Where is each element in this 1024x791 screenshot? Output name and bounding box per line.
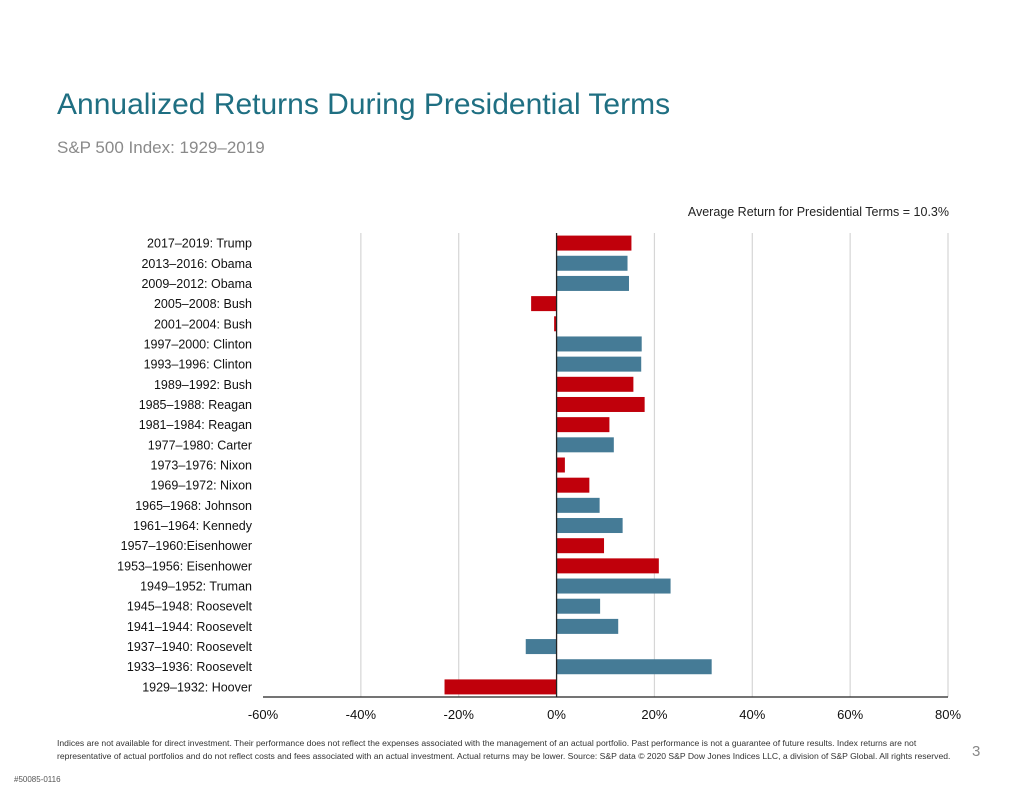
category-label-8: 1985–1988: Reagan (139, 398, 252, 412)
disclaimer-footnote: Indices are not available for direct inv… (57, 738, 951, 761)
bar-19 (556, 618, 619, 634)
bar-3 (531, 296, 557, 312)
document-id: #50085-0116 (14, 775, 61, 784)
category-label-12: 1969–1972: Nixon (151, 479, 253, 493)
x-tick-label-0: -60% (248, 707, 279, 722)
x-tick-label-3: 0% (547, 707, 566, 722)
chart-subtitle: S&P 500 Index: 1929–2019 (57, 138, 265, 157)
category-label-4: 2001–2004: Bush (154, 317, 252, 331)
bar-1 (556, 255, 628, 271)
category-label-11: 1973–1976: Nixon (151, 459, 253, 473)
x-tick-label-7: 80% (935, 707, 961, 722)
bar-22 (444, 679, 557, 695)
bar-7 (556, 376, 634, 392)
x-tick-label-1: -40% (346, 707, 377, 722)
category-label-2: 2009–2012: Obama (141, 277, 252, 291)
category-label-6: 1993–1996: Clinton (144, 358, 252, 372)
bar-8 (556, 396, 645, 412)
category-label-20: 1937–1940: Roosevelt (127, 640, 253, 654)
average-return-annotation: Average Return for Presidential Terms = … (687, 205, 949, 219)
bar-15 (556, 538, 605, 554)
category-label-1: 2013–2016: Obama (141, 257, 252, 271)
bar-10 (556, 437, 614, 453)
category-label-22: 1929–1932: Hoover (142, 680, 252, 694)
bar-4 (554, 316, 557, 332)
category-label-0: 2017–2019: Trump (147, 237, 252, 251)
bar-6 (556, 356, 642, 372)
category-label-10: 1977–1980: Carter (148, 438, 252, 452)
category-label-3: 2005–2008: Bush (154, 297, 252, 311)
bar-17 (556, 578, 671, 594)
bar-16 (556, 558, 659, 574)
bar-14 (556, 518, 623, 534)
bar-11 (556, 457, 565, 473)
category-label-15: 1957–1960:Eisenhower (121, 539, 252, 553)
chart-title: Annualized Returns During Presidential T… (57, 88, 671, 121)
bar-0 (556, 235, 632, 251)
x-tick-label-5: 40% (739, 707, 765, 722)
category-label-14: 1961–1964: Kennedy (133, 519, 253, 533)
category-label-17: 1949–1952: Truman (140, 580, 252, 594)
category-label-16: 1953–1956: Eisenhower (117, 559, 252, 573)
bar-12 (556, 477, 590, 493)
bar-18 (556, 598, 601, 614)
bar-20 (525, 639, 557, 655)
bar-2 (556, 275, 629, 291)
category-label-21: 1933–1936: Roosevelt (127, 660, 253, 674)
bar-9 (556, 417, 610, 433)
x-tick-label-2: -20% (444, 707, 475, 722)
x-tick-label-4: 20% (641, 707, 667, 722)
category-label-19: 1941–1944: Roosevelt (127, 620, 253, 634)
category-label-5: 1997–2000: Clinton (144, 337, 252, 351)
category-label-18: 1945–1948: Roosevelt (127, 600, 253, 614)
category-label-7: 1989–1992: Bush (154, 378, 252, 392)
bar-5 (556, 336, 642, 352)
category-label-9: 1981–1984: Reagan (139, 418, 252, 432)
x-tick-label-6: 60% (837, 707, 863, 722)
bar-13 (556, 497, 600, 513)
category-label-13: 1965–1968: Johnson (135, 499, 252, 513)
bar-21 (556, 659, 712, 675)
page-number: 3 (972, 743, 981, 760)
